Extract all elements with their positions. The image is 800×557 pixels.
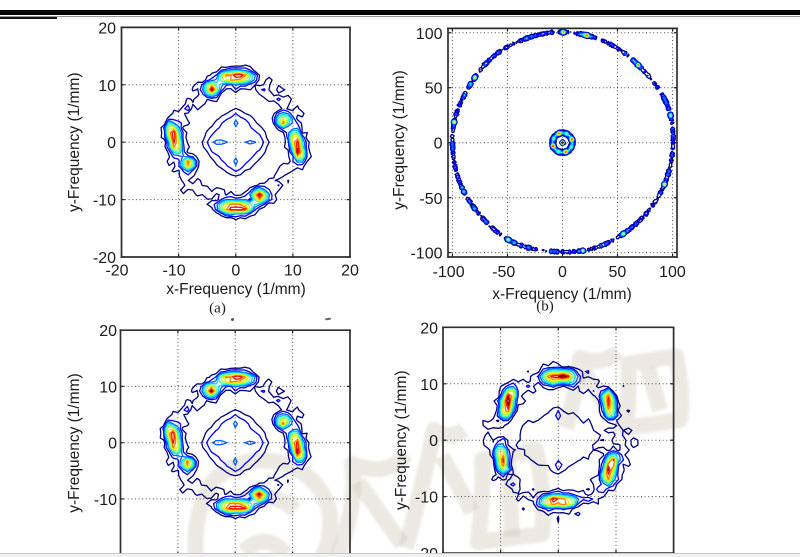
- svg-text:-50: -50: [419, 191, 442, 208]
- svg-text:10: 10: [98, 78, 116, 95]
- svg-text:-100: -100: [433, 264, 465, 281]
- svg-text:0: 0: [107, 135, 116, 152]
- svg-text:-10: -10: [415, 490, 438, 507]
- svg-text:x-Frequency (1/mm): x-Frequency (1/mm): [492, 286, 632, 303]
- svg-text:-20: -20: [415, 546, 438, 557]
- svg-text:0: 0: [108, 436, 117, 453]
- svg-text:0: 0: [434, 136, 443, 153]
- svg-text:100: 100: [416, 26, 443, 43]
- svg-text:20: 20: [341, 263, 359, 280]
- svg-text:0: 0: [429, 433, 438, 450]
- svg-text:y-Frequency (1/mm): y-Frequency (1/mm): [391, 70, 408, 210]
- svg-text:y-Frequency (1/mm): y-Frequency (1/mm): [66, 373, 83, 513]
- svg-text:10: 10: [284, 263, 302, 280]
- svg-text:10: 10: [420, 377, 438, 394]
- svg-text:-50: -50: [492, 264, 515, 281]
- svg-text:20: 20: [98, 20, 116, 37]
- svg-text:(a): (a): [209, 301, 226, 317]
- svg-text:-10: -10: [163, 263, 186, 280]
- svg-text:10: 10: [99, 380, 117, 397]
- svg-text:y-Frequency (1/mm): y-Frequency (1/mm): [393, 370, 410, 510]
- svg-text:-20: -20: [105, 263, 128, 280]
- svg-text:0: 0: [558, 264, 567, 281]
- svg-text:20: 20: [99, 323, 117, 340]
- svg-text:-10: -10: [94, 492, 117, 509]
- svg-text:50: 50: [609, 264, 627, 281]
- svg-text:y-Frequency (1/mm): y-Frequency (1/mm): [66, 72, 83, 212]
- svg-text:(b): (b): [536, 299, 554, 315]
- svg-text:20: 20: [420, 320, 438, 337]
- svg-text:-10: -10: [93, 193, 116, 210]
- svg-text:x-Frequency (1/mm): x-Frequency (1/mm): [166, 281, 306, 298]
- svg-text:-100: -100: [410, 246, 442, 263]
- svg-text:0: 0: [231, 263, 240, 280]
- svg-text:100: 100: [659, 264, 686, 281]
- svg-text:-20: -20: [93, 250, 116, 267]
- svg-text:50: 50: [425, 81, 443, 98]
